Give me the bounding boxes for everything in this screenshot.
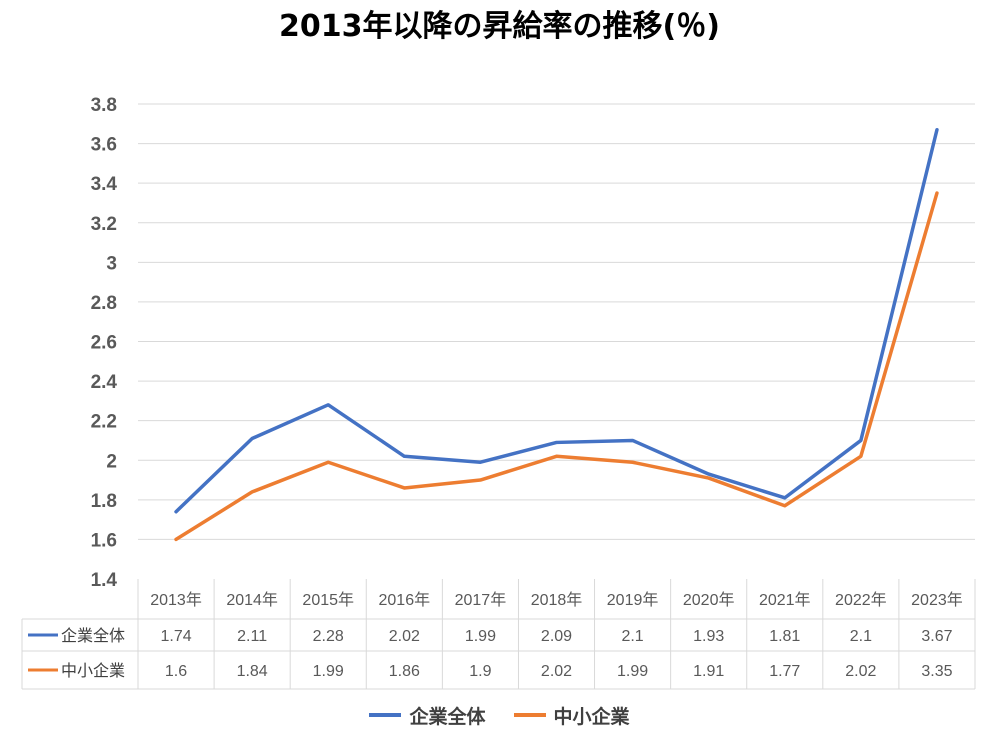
series-lines [174,127,939,542]
data-table: 2013年 2014年 2015年 2016年 2017年 2018年 2019年 2020年… [21,579,976,690]
legend-item: 中小企業 [513,702,630,729]
x-tick-label: 2013年 [150,591,202,609]
legend-item: 企業全体 [369,702,486,729]
y-tick-label: 3.8 [91,95,117,116]
x-tick-label: 2022年 [835,591,887,609]
y-tick-label: 2 [106,451,117,472]
chart-title: 2013年以降の昇給率の推移(％) [279,9,720,44]
y-tick-label: 2.8 [91,293,117,314]
table-cell-value: 1.6 [165,663,187,680]
table-cell-value: 1.99 [465,628,496,645]
x-tick-label: 2017年 [455,591,507,609]
legend-label: 企業全体 [409,705,486,728]
x-tick-label: 2014年 [226,591,278,609]
legend-label: 中小企業 [553,705,630,728]
y-tick-label: 2.4 [91,372,118,393]
x-tick-label: 2021年 [759,591,811,609]
series-line [174,191,939,542]
x-tick-label: 2023年 [911,591,963,609]
table-cell-value: 3.67 [921,628,952,645]
table-cell-value: 1.9 [469,663,491,680]
table-cell-value: 1.91 [693,663,724,680]
table-cell-value: 2.1 [850,628,872,645]
legend-swatch [513,713,546,717]
table-cell-value: 1.99 [617,663,648,680]
x-tick-label: 2018年 [531,591,583,609]
y-tick-label: 2.2 [91,412,117,433]
y-axis: 1.4 1.6 1.8 2 2.2 2.4 2.6 2.8 3 3.2 3.4 3.6 3.8 [91,95,118,591]
y-tick-label: 3.4 [91,174,118,195]
table-cell-value: 1.86 [389,663,420,680]
y-tick-label: 3.6 [91,135,117,156]
table-cell-value: 2.09 [541,628,572,645]
table-row-label: 企業全体 [61,626,125,645]
x-tick-label: 2015年 [302,591,354,609]
y-tick-label: 1.6 [91,530,117,551]
gridlines [138,103,975,540]
y-tick-label: 1.4 [91,570,118,591]
table-cell-value: 1.81 [769,628,800,645]
table-cell-value: 2.28 [313,628,344,645]
y-tick-label: 3 [106,253,117,274]
x-tick-label: 2020年 [683,591,735,609]
table-cell-value: 1.74 [160,628,191,645]
series-line [174,127,939,514]
table-cell-value: 2.02 [845,663,876,680]
table-cell-value: 1.84 [237,663,268,680]
y-tick-label: 3.2 [91,214,117,235]
table-cell-value: 2.02 [389,628,420,645]
table-cell-value: 1.99 [313,663,344,680]
table-cell-value: 1.77 [769,663,800,680]
y-tick-label: 1.8 [91,491,117,512]
x-tick-label: 2016年 [379,591,431,609]
legend-swatch [369,713,402,717]
table-cell-value: 1.93 [693,628,724,645]
line-chart: 1.4 1.6 1.8 2 2.2 2.4 2.6 2.8 3 3.2 3.4 3.6 3.8 2013… [21,95,976,690]
table-cell-value: 2.1 [621,628,643,645]
legend: 企業全体 中小企業 [0,700,999,730]
x-tick-label: 2019年 [607,591,659,609]
table-row-label: 中小企業 [61,661,125,680]
y-tick-label: 2.6 [91,333,117,354]
table-cell-value: 3.35 [921,663,952,680]
table-cell-value: 2.02 [541,663,572,680]
table-cell-value: 2.11 [237,628,267,645]
